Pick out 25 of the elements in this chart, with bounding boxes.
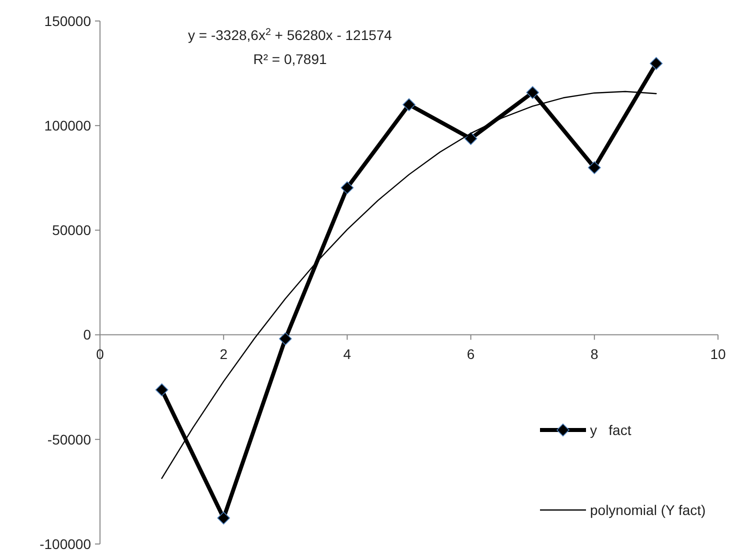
legend-label: polynomial (Y fact) <box>590 502 706 518</box>
y-tick-label: 150000 <box>44 12 92 29</box>
annotation: y = -3328,6x$^{2}$ + 56280x - 121574 <box>188 26 392 43</box>
point <box>526 86 539 99</box>
y-tick-label: 100000 <box>44 118 92 134</box>
y-tick-label: 0 <box>83 326 92 343</box>
x-tick-label: 4 <box>343 346 352 362</box>
x-tick-label: 2 <box>220 346 228 362</box>
legend-label: y fact <box>590 422 632 438</box>
point <box>464 132 478 145</box>
point <box>155 383 168 396</box>
point <box>340 181 354 194</box>
y-tick-label: -100000 <box>40 536 92 550</box>
y-tick-label: -50000 <box>47 431 92 448</box>
point <box>402 98 416 112</box>
annotation: R² = 0,7891 <box>253 51 327 67</box>
point <box>217 512 230 524</box>
point <box>588 161 601 174</box>
x-tick-label: 6 <box>466 346 475 362</box>
x-tick-label: 10 <box>710 346 726 362</box>
point <box>279 332 292 346</box>
point <box>650 57 663 70</box>
x-tick-label: 0 <box>96 346 104 362</box>
x-tick-label: 8 <box>590 346 598 362</box>
y-tick-label: 50000 <box>52 222 92 238</box>
